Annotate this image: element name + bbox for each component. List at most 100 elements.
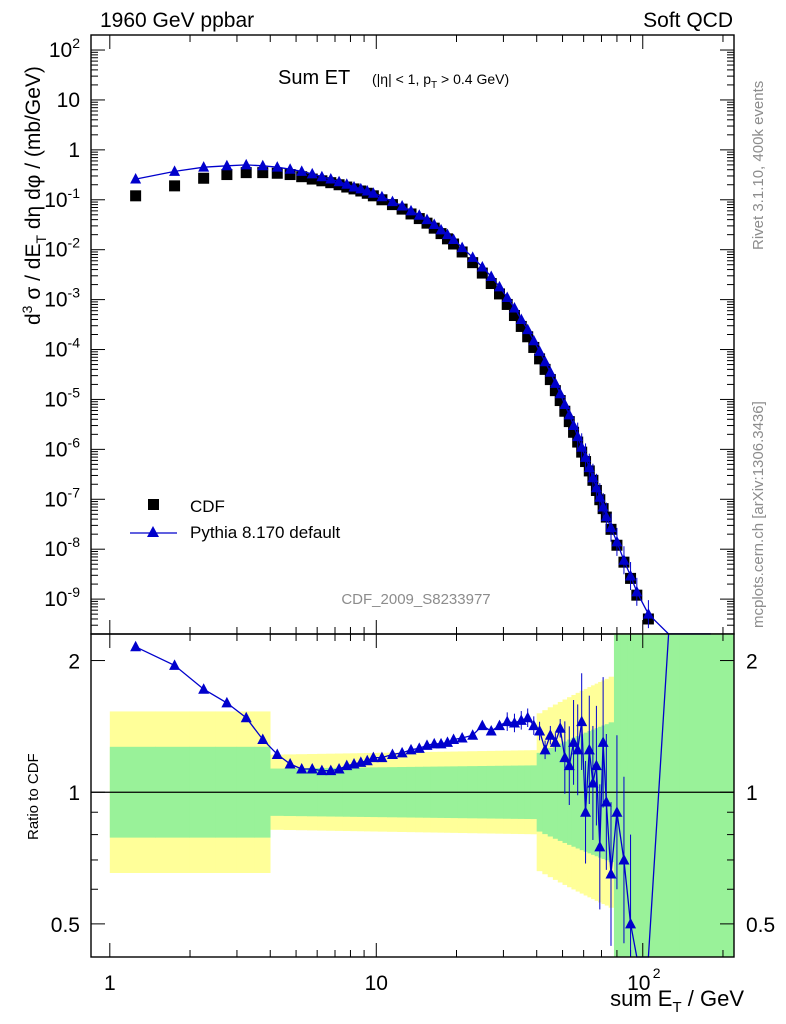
- ratio-point: [257, 733, 269, 744]
- y-tick-label: 10-9: [44, 584, 80, 611]
- pythia-point: [534, 345, 546, 356]
- legend-pythia-label: Pythia 8.170 default: [190, 523, 341, 542]
- ratio-point: [493, 719, 505, 731]
- y-tick-label: 10-4: [44, 335, 80, 362]
- main-y-label: d3 σ / dET dη dφ / (mb/GeV): [19, 66, 49, 325]
- cdf-point: [493, 288, 505, 300]
- cdf-point: [554, 395, 566, 407]
- pythia-point: [456, 241, 468, 253]
- ratio-point: [396, 746, 408, 758]
- inner-band-bin: [627, 634, 635, 957]
- ratio-point: [306, 762, 318, 774]
- x-tick-label: 10: [627, 972, 650, 995]
- inner-band-bin: [642, 634, 659, 957]
- ratio-point: [549, 736, 561, 747]
- pythia-point: [221, 159, 233, 171]
- cdf-point: [296, 171, 308, 183]
- y-tick-label: 10-1: [44, 185, 80, 212]
- pythia-point: [587, 471, 599, 483]
- cdf-point: [559, 405, 571, 417]
- pythia-point: [594, 491, 606, 502]
- pythia-point: [325, 173, 337, 184]
- pythia-point: [618, 554, 630, 565]
- cdf-point: [271, 167, 283, 179]
- ratio-point: [583, 743, 595, 755]
- ratio-series: [130, 633, 711, 958]
- header-category: Soft QCD: [643, 9, 733, 32]
- pythia-point: [296, 165, 308, 176]
- cdf-point: [221, 169, 233, 181]
- pythia-point: [284, 163, 296, 174]
- ratio-point: [169, 659, 181, 670]
- ratio-point: [501, 715, 513, 727]
- pythia-point: [576, 441, 588, 452]
- header-energy: 1960 GeV ppbar: [100, 9, 254, 32]
- pythia-point: [428, 218, 440, 229]
- ratio-point: [441, 736, 453, 747]
- cdf-point: [448, 238, 460, 250]
- cdf-point: [563, 416, 575, 428]
- pythia-point: [631, 585, 643, 597]
- ratio-y-label: Ratio to CDF: [25, 753, 42, 840]
- cdf-point: [544, 374, 556, 386]
- ratio-point: [361, 754, 373, 766]
- main-axis-ticks: 102 10 1 10-1 10-2 10-3 10-4 10-5 10-6 10-7 10-8 10…: [44, 34, 734, 635]
- rivet-label: Rivet 3.1.10, 400k events: [750, 81, 767, 250]
- pythia-point: [583, 461, 595, 473]
- pythia-point: [515, 313, 527, 324]
- pythia-point: [405, 204, 417, 216]
- ratio-point: [600, 795, 612, 807]
- ratio-point: [618, 853, 630, 865]
- pythia-point: [386, 195, 398, 207]
- pythia-point: [355, 182, 367, 194]
- y-tick-label: 10-8: [44, 534, 80, 561]
- cdf-point: [522, 331, 534, 343]
- ratio-uncertainty-bands: [91, 634, 735, 957]
- cdf-point: [169, 180, 181, 192]
- ratio-point: [376, 751, 388, 763]
- cdf-point: [198, 172, 210, 184]
- ratio-point: [456, 732, 468, 743]
- pythia-point: [413, 209, 425, 220]
- inner-band-bin: [633, 634, 644, 957]
- y-tick-label: 10-7: [44, 484, 80, 511]
- pythia-point: [508, 301, 520, 313]
- y-tick-label: 10-2: [44, 235, 80, 262]
- ratio-point: [611, 806, 623, 817]
- inner-band-bin: [613, 634, 621, 957]
- ratio-point: [316, 764, 328, 776]
- pythia-point: [590, 481, 602, 493]
- ratio-y-tick-label: 2: [68, 651, 80, 674]
- pythia-point: [361, 184, 373, 196]
- cdf-point: [515, 320, 527, 332]
- pythia-point: [493, 280, 505, 292]
- x-tick-label-exponent: 2: [653, 965, 661, 981]
- cdf-point: [284, 169, 296, 181]
- pythia-point: [271, 161, 283, 172]
- pythia-point: [572, 430, 584, 442]
- ratio-axis-ticks: 1 10 10 20.5 0.51 12 2: [51, 634, 775, 995]
- pythia-point: [544, 366, 556, 377]
- pythia-point: [539, 355, 551, 367]
- ratio-y-tick-label: 2: [746, 651, 758, 674]
- legend-cdf-marker: [148, 499, 159, 510]
- ratio-point: [539, 743, 551, 755]
- pythia-point: [605, 521, 617, 533]
- inner-band-bin: [700, 634, 735, 957]
- pythia-point: [333, 175, 345, 187]
- ratio-point: [386, 748, 398, 759]
- ratio-point: [568, 736, 580, 747]
- cdf-point: [240, 167, 252, 179]
- x-axis-label: sum ET / GeV: [610, 986, 744, 1016]
- ratio-y-tick-label: 0.5: [746, 914, 775, 937]
- mcplots-label: mcplots.cern.ch [arXiv:1306.3436]: [750, 401, 767, 628]
- ratio-point: [580, 806, 592, 817]
- ratio-point: [325, 764, 337, 776]
- cdf-point: [508, 310, 520, 322]
- cdf-point: [130, 190, 142, 202]
- cdf-point: [476, 267, 488, 279]
- pythia-point: [485, 270, 497, 282]
- ratio-point: [534, 725, 546, 736]
- ratio-point: [563, 759, 575, 771]
